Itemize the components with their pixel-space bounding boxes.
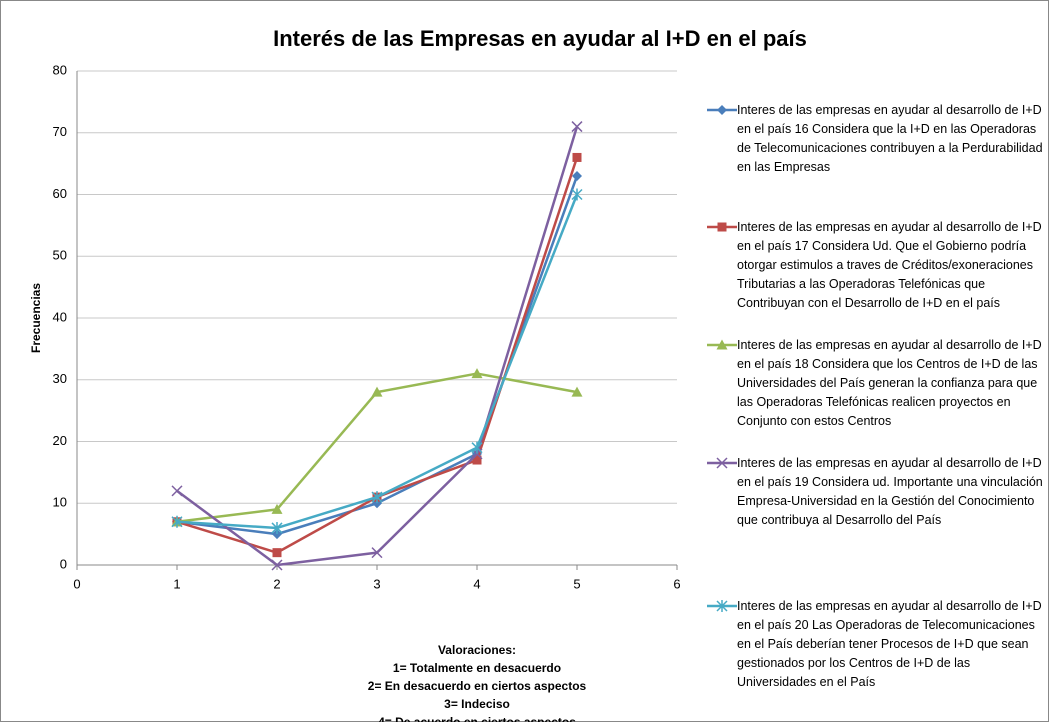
x-tick-label: 0 [73, 576, 80, 591]
legend-label: Interes de las empresas en ayudar al des… [737, 598, 1042, 689]
legend-label: Interes de las empresas en ayudar al des… [737, 219, 1042, 310]
y-tick-label: 60 [53, 186, 67, 201]
y-tick-label: 40 [53, 309, 67, 324]
x-axis-label: 4= De acuerdo en ciertos aspectos [378, 715, 576, 722]
y-tick-label: 20 [53, 433, 67, 448]
marker [572, 152, 582, 162]
marker [717, 222, 727, 232]
legend-label: Interes de las empresas en ayudar al des… [737, 102, 1043, 174]
x-tick-label: 5 [573, 576, 580, 591]
marker [171, 515, 183, 528]
marker [272, 548, 282, 558]
marker [572, 170, 582, 181]
marker [571, 188, 583, 201]
marker [716, 600, 728, 612]
y-tick-label: 10 [53, 495, 67, 510]
marker [472, 455, 482, 465]
marker [371, 386, 383, 397]
marker [272, 529, 282, 540]
marker [171, 485, 183, 497]
y-axis-label: Frecuencias [29, 283, 43, 353]
marker [471, 368, 483, 379]
marker [271, 503, 283, 514]
marker [571, 121, 583, 133]
marker [471, 441, 483, 454]
x-axis-label: 1= Totalmente en desacuerdo [393, 661, 561, 675]
x-tick-label: 3 [373, 576, 380, 591]
marker [371, 491, 383, 504]
y-tick-label: 50 [53, 248, 67, 263]
x-tick-label: 1 [173, 576, 180, 591]
marker [716, 339, 728, 350]
legend-label: Interes de las empresas en ayudar al des… [737, 337, 1042, 428]
x-axis-label: 3= Indeciso [444, 697, 510, 711]
x-tick-label: 4 [473, 576, 480, 591]
marker [716, 457, 728, 469]
marker [717, 105, 727, 115]
marker [571, 386, 583, 397]
x-tick-label: 2 [273, 576, 280, 591]
x-axis-label: 2= En desacuerdo en ciertos aspectos [368, 679, 587, 693]
marker [371, 547, 383, 559]
y-tick-label: 80 [53, 62, 67, 77]
y-tick-label: 70 [53, 124, 67, 139]
x-tick-label: 6 [673, 576, 680, 591]
x-axis-label: Valoraciones: [438, 643, 516, 657]
marker [271, 521, 283, 534]
legend-label: Interes de las empresas en ayudar al des… [737, 455, 1043, 527]
marker [271, 559, 283, 571]
chart-title: Interés de las Empresas en ayudar al I+D… [273, 26, 807, 51]
y-tick-label: 30 [53, 371, 67, 386]
y-tick-label: 0 [60, 556, 67, 571]
